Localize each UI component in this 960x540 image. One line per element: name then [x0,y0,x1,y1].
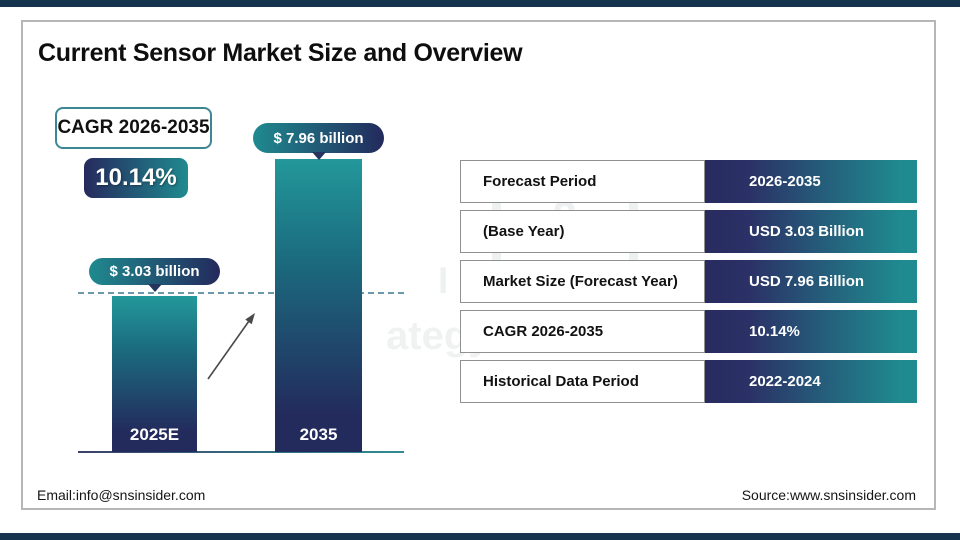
table-row-value: 10.14% [705,310,917,353]
table-row: Forecast Period 2026-2035 [460,160,917,203]
callout-2025e-text: $ 3.03 billion [109,263,200,280]
table-row: Market Size (Forecast Year) USD 7.96 Bil… [460,260,917,303]
table-row-label: Market Size (Forecast Year) [460,260,705,303]
table-row-value: 2026-2035 [705,160,917,203]
table-row: Historical Data Period 2022-2024 [460,360,917,403]
reference-dashed-line [78,292,404,294]
bottom-accent-bar [0,533,960,540]
bar-2035: 2035 [275,159,362,452]
bar-2025e-label: 2025E [129,425,180,444]
footer-email: Email:info@snsinsider.com [37,487,206,503]
table-row: CAGR 2026-2035 10.14% [460,310,917,353]
top-accent-bar [0,0,960,7]
callout-pointer-icon [147,284,162,292]
callout-2035-text: $ 7.96 billion [273,129,364,147]
market-summary-table: Forecast Period 2026-2035 (Base Year) US… [460,160,917,403]
page-title: Current Sensor Market Size and Overview [38,39,523,67]
table-row-label: CAGR 2026-2035 [460,310,705,353]
callout-2025e-value: $ 3.03 billion [89,258,220,292]
footer-source: Source:www.snsinsider.com [741,487,916,503]
table-row-label: Historical Data Period [460,360,705,403]
bar-2035-label: 2035 [299,425,338,444]
table-row-label: Forecast Period [460,160,705,203]
callout-pointer-icon [311,152,326,160]
cagr-value: 10.14% [95,164,177,191]
callout-2035-value: $ 7.96 billion [253,123,384,160]
bar-2025e: 2025E [112,296,197,452]
cagr-label-box: CAGR 2026-2035 [55,107,212,149]
cagr-value-badge: 10.14% [84,158,188,198]
table-row: (Base Year) USD 3.03 Billion [460,210,917,253]
chart-baseline [78,451,404,453]
table-row-label: (Base Year) [460,210,705,253]
table-row-value: USD 3.03 Billion [705,210,917,253]
table-row-value: USD 7.96 Billion [705,260,917,303]
cagr-label: CAGR 2026-2035 [57,117,210,138]
table-row-value: 2022-2024 [705,360,917,403]
growth-arrow-icon [207,313,255,380]
